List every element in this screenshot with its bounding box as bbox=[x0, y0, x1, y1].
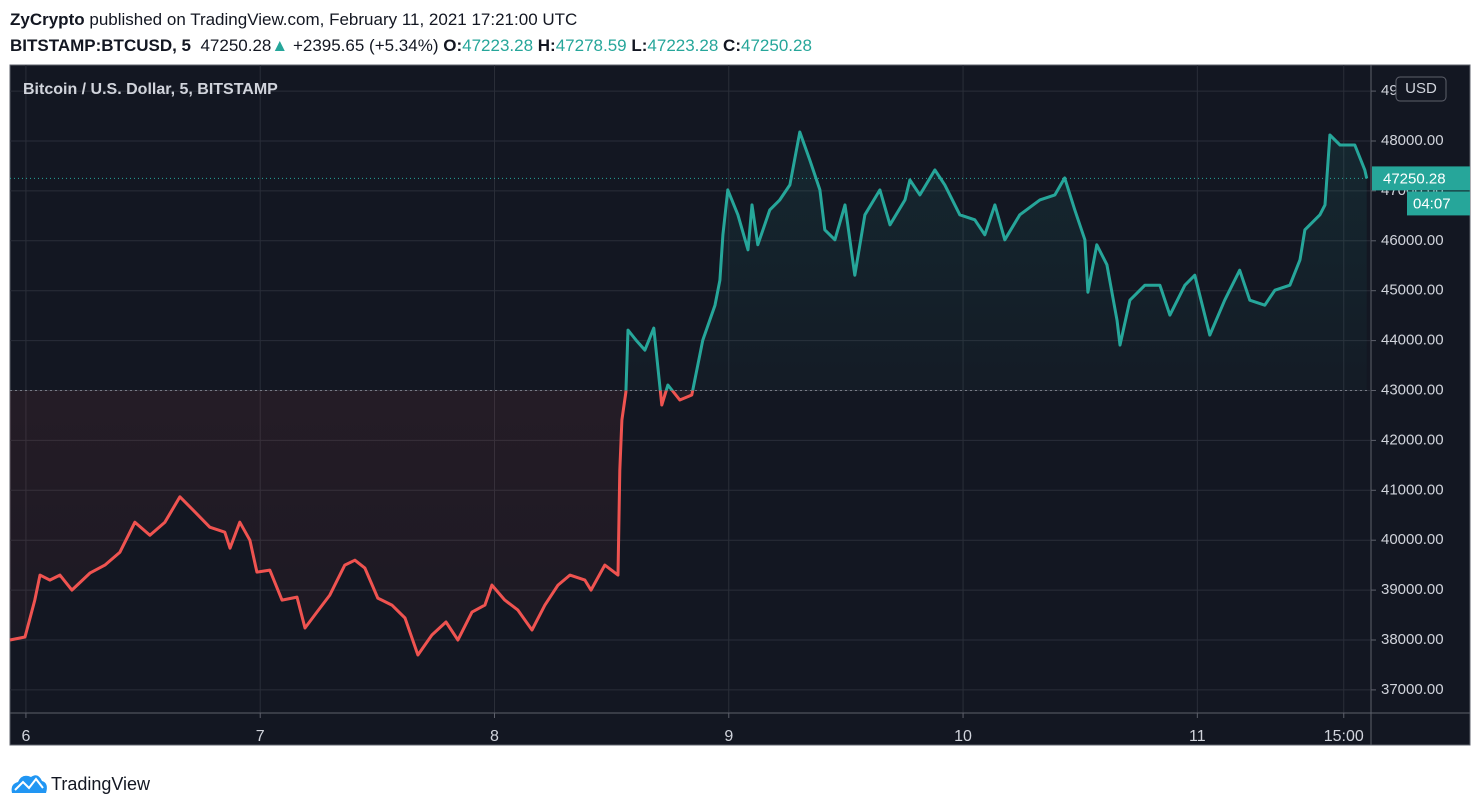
last-price-label: 47250.28 bbox=[1383, 170, 1446, 187]
y-tick-label: 37000.00 bbox=[1381, 681, 1444, 698]
y-tick-label: 45000.00 bbox=[1381, 282, 1444, 299]
x-tick-label: 6 bbox=[21, 728, 30, 745]
ohlc-label: H: bbox=[537, 36, 556, 55]
x-tick-label: 9 bbox=[724, 728, 733, 745]
change: +2395.65 (+5.34%) bbox=[292, 36, 439, 55]
price: 47250.28 bbox=[200, 36, 272, 55]
chart-title: Bitcoin / U.S. Dollar, 5, BITSTAMP bbox=[23, 81, 278, 98]
quote-line: BITSTAMP:BTCUSD, 5 47250.28▲ +2395.65 (+… bbox=[10, 33, 812, 59]
currency-button[interactable] bbox=[1395, 76, 1447, 102]
price-line bbox=[9, 130, 1369, 657]
last-price-box bbox=[1372, 166, 1470, 191]
countdown-box bbox=[1407, 191, 1470, 216]
ohlc-label: L: bbox=[631, 36, 648, 55]
countdown: 04:07 bbox=[1413, 195, 1451, 212]
x-tick-label: 7 bbox=[256, 728, 265, 745]
header: ZyCrypto published on TradingView.com, F… bbox=[10, 7, 812, 59]
brand: TradingView bbox=[51, 774, 151, 794]
publish-line: ZyCrypto published on TradingView.com, F… bbox=[10, 7, 812, 33]
ohlc-label: O: bbox=[443, 36, 463, 55]
logo-line bbox=[14, 777, 44, 791]
ohlc-value: 47223.28 bbox=[462, 36, 534, 55]
y-tick-label: 48000.00 bbox=[1381, 132, 1444, 149]
ohlc-label: C: bbox=[723, 36, 741, 55]
x-tick-label: 10 bbox=[954, 728, 972, 745]
ohlc-value: 47250.28 bbox=[741, 36, 812, 55]
ohlc-value: 47278.59 bbox=[555, 36, 627, 55]
logo bbox=[11, 775, 47, 793]
y-tick-label: 46000.00 bbox=[1381, 232, 1444, 249]
x-tick-label: 15:00 bbox=[1324, 728, 1364, 745]
logo-cloud bbox=[11, 775, 47, 793]
author: ZyCrypto bbox=[10, 10, 85, 29]
y-tick-label: 41000.00 bbox=[1381, 481, 1444, 498]
y-tick-label: 44000.00 bbox=[1381, 332, 1444, 349]
currency[interactable]: USD bbox=[1405, 80, 1437, 97]
y-tick-label: 43000.00 bbox=[1381, 381, 1444, 398]
y-tick-label: 38000.00 bbox=[1381, 631, 1444, 648]
baseline-fill bbox=[10, 132, 1367, 655]
y-tick-label: 40000.00 bbox=[1381, 531, 1444, 548]
published: published on TradingView.com, February 1… bbox=[89, 10, 578, 29]
symbol: BITSTAMP:BTCUSD, 5 bbox=[10, 36, 192, 55]
up-arrow: ▲ bbox=[271, 36, 289, 55]
ohlc-value: 47223.28 bbox=[647, 36, 719, 55]
y-tick-label: 42000.00 bbox=[1381, 431, 1444, 448]
x-tick-label: 11 bbox=[1189, 728, 1206, 745]
x-tick-label: 8 bbox=[490, 728, 499, 745]
y-tick-label: 39000.00 bbox=[1381, 581, 1444, 598]
